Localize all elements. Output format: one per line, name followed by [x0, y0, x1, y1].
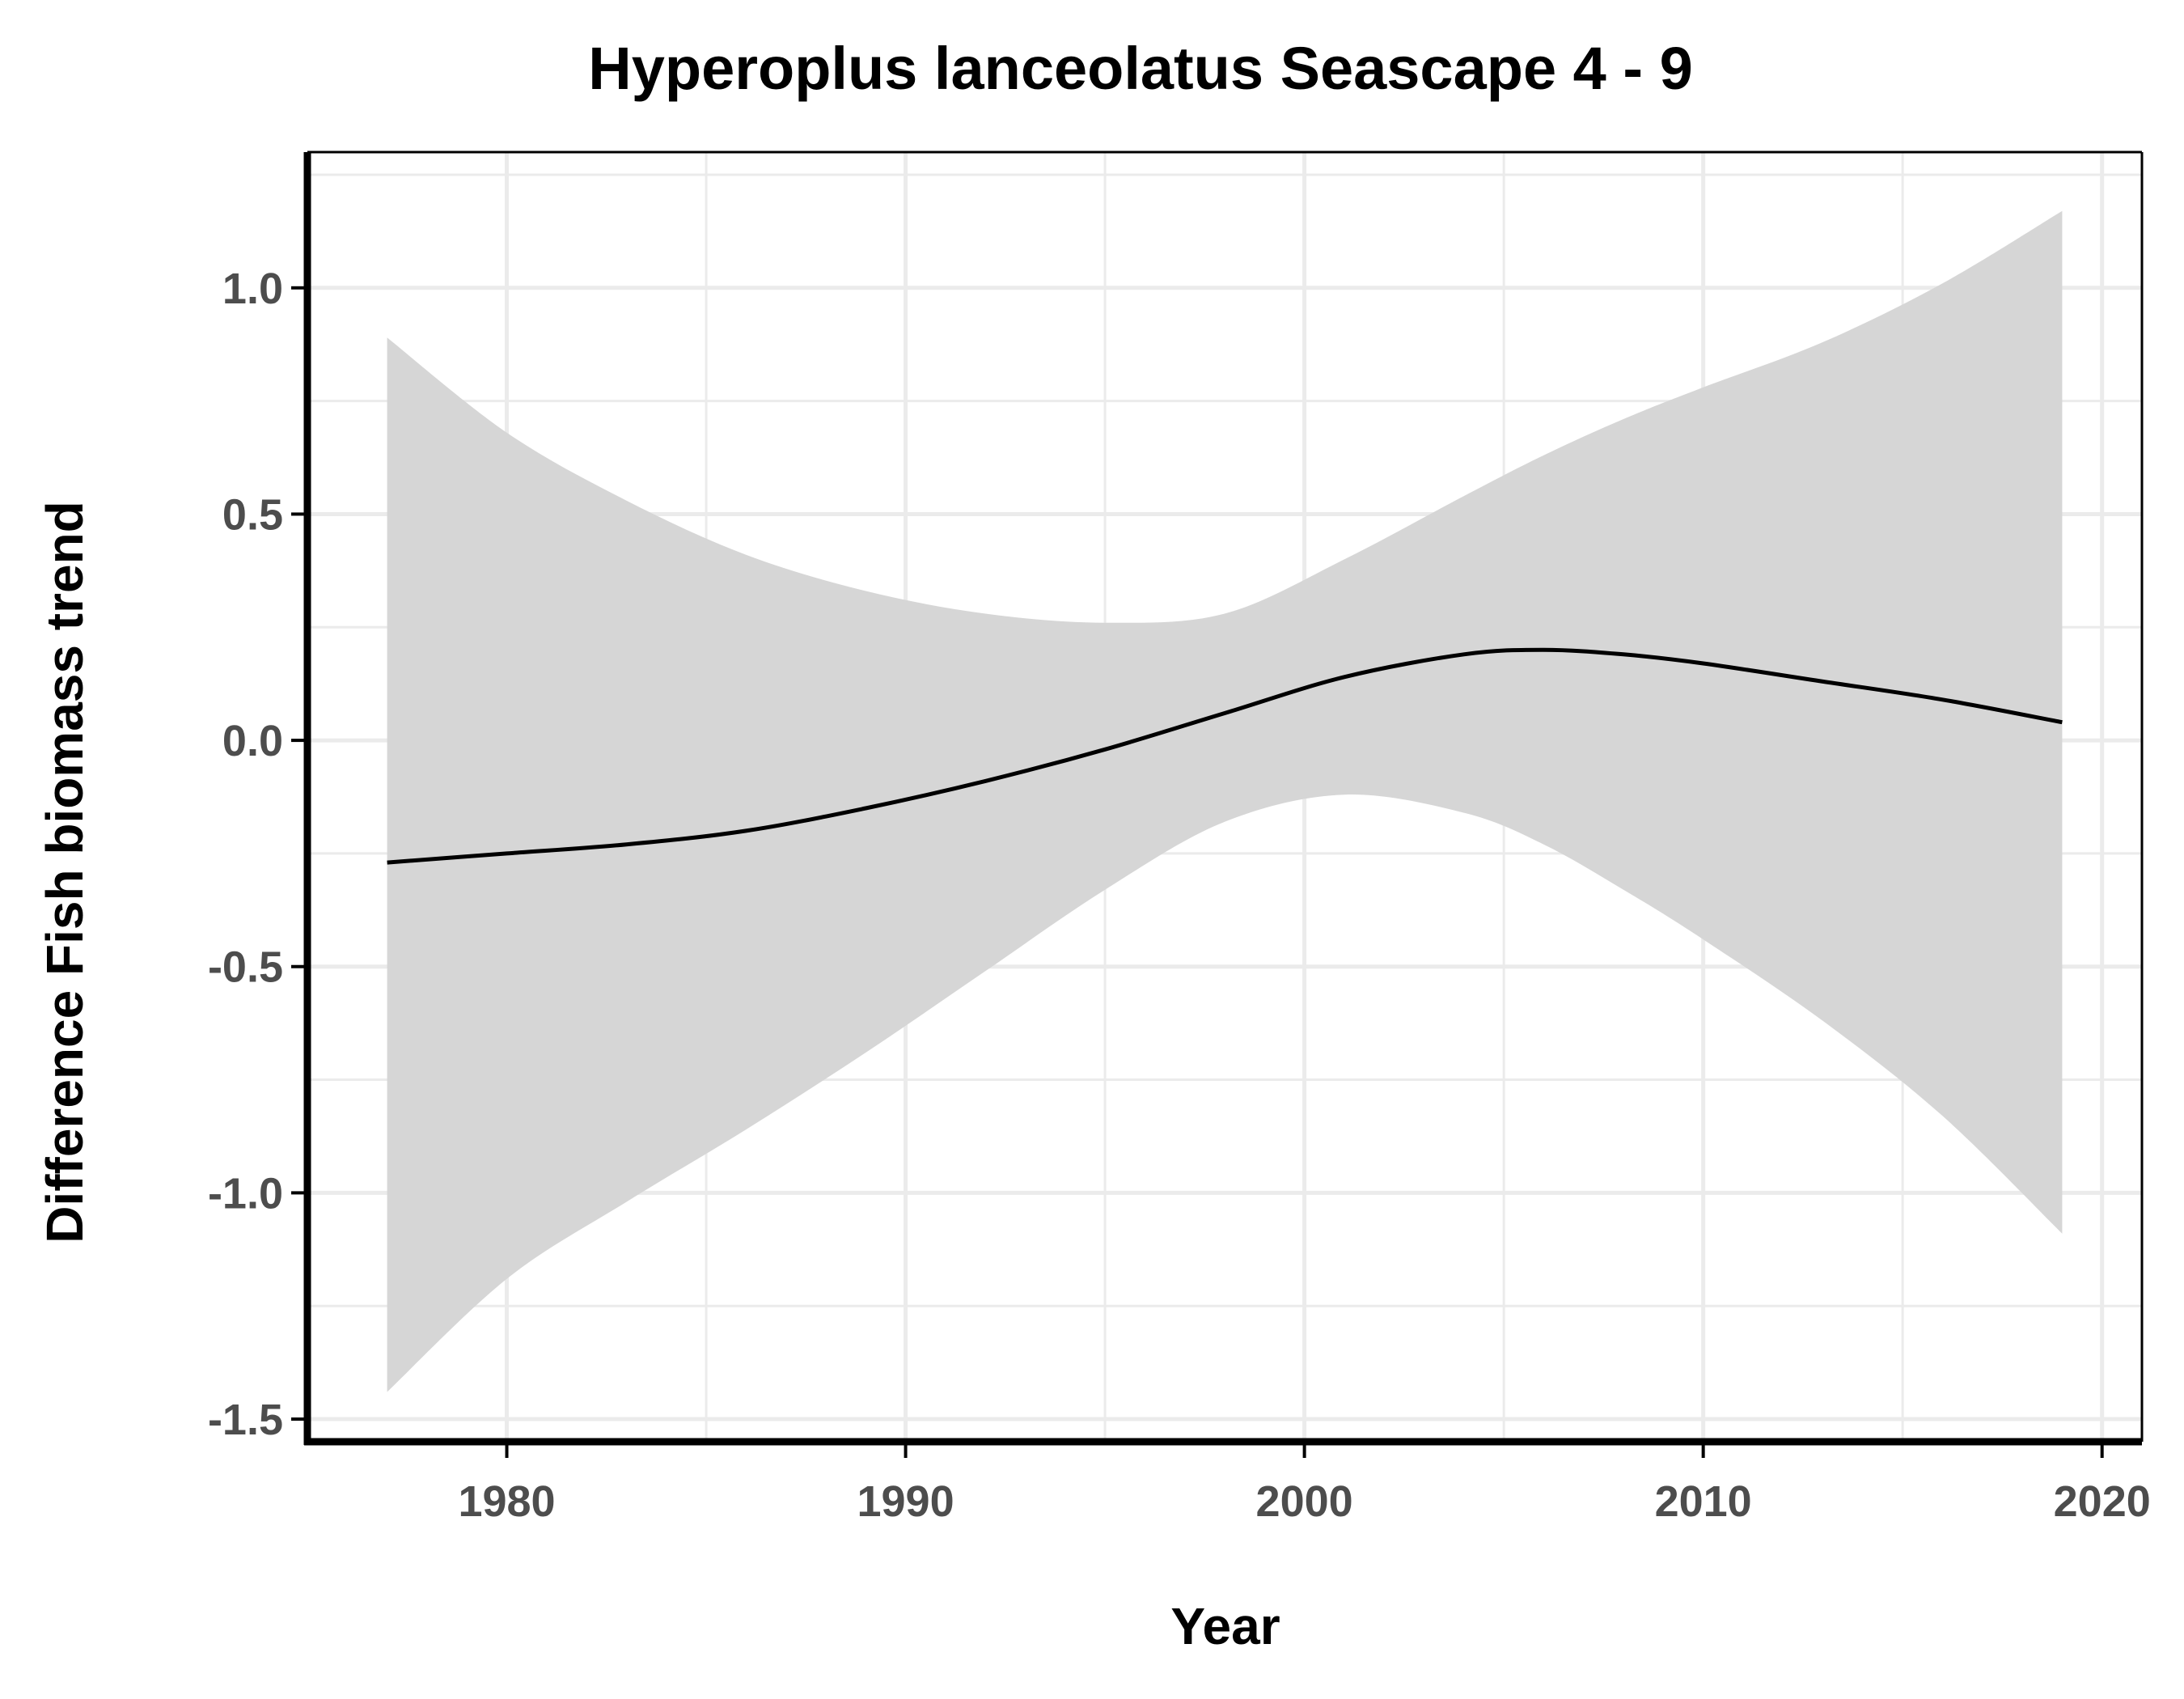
x-axis-title: Year — [1170, 1597, 1280, 1655]
confidence-band — [387, 210, 2063, 1392]
y-tick-label: -1.0 — [208, 1169, 283, 1218]
y-tick-label: 1.0 — [222, 265, 283, 313]
x-tick-label: 2010 — [1655, 1477, 1752, 1526]
trend-line — [387, 647, 2063, 865]
chart-title: Hyperoplus lanceolatus Seascape 4 - 9 — [588, 35, 1692, 102]
y-tick-label: -1.5 — [208, 1396, 283, 1444]
y-tick-label: -0.5 — [208, 943, 283, 992]
y-tick-label: 0.5 — [222, 490, 283, 539]
x-tick-label: 1980 — [458, 1477, 555, 1526]
axes — [291, 150, 2144, 1458]
x-tick-label: 2020 — [2054, 1477, 2151, 1526]
x-tick-label: 2000 — [1256, 1477, 1353, 1526]
y-axis-title: Difference Fish biomass trend — [36, 501, 94, 1244]
x-tick-label: 1990 — [857, 1477, 954, 1526]
tick-labels: 1980 1990 2000 2010 2020 -1.5 -1.0 -0.5 0.0 0.5 1.… — [208, 265, 2151, 1526]
y-tick-label: 0.0 — [222, 717, 283, 765]
data-layer — [387, 210, 2063, 1392]
